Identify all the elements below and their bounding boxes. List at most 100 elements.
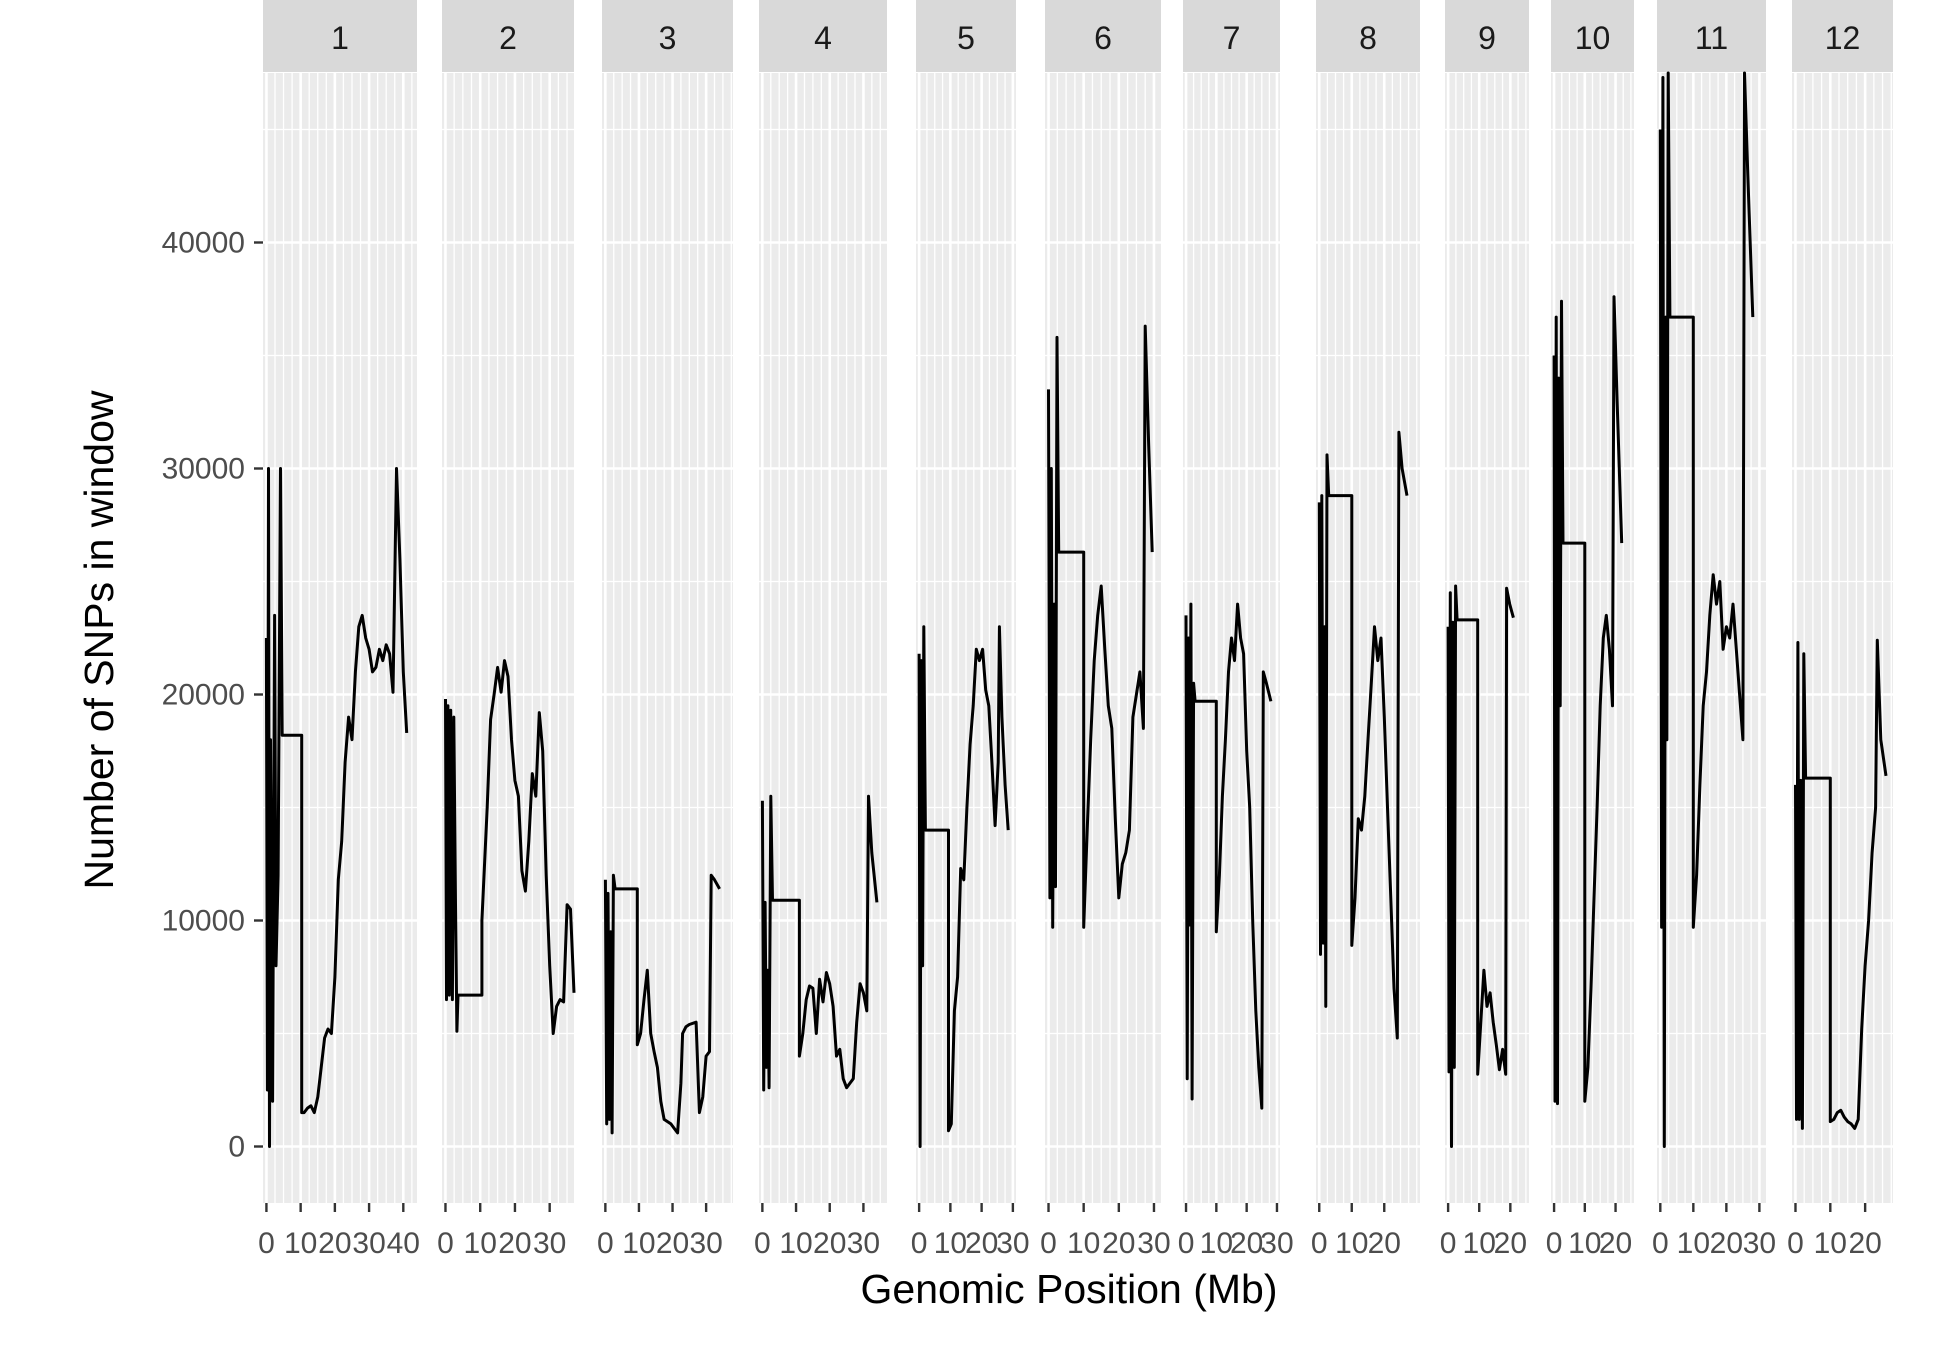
x-tick-label: 20 [1494,1227,1527,1260]
x-tick-label: 0 [1311,1227,1328,1260]
facet-strip-label: 9 [1478,20,1496,56]
snp-count-line [444,659,576,1035]
x-tick-label: 40 [387,1227,420,1260]
snp-count-line [603,873,721,1135]
facet-strip-label: 8 [1359,20,1377,56]
x-tick-label: 10 [1568,1227,1601,1260]
y-tick-label: 10000 [162,905,245,938]
x-tick-label: 10 [284,1227,317,1260]
x-tick-label: 0 [1440,1227,1457,1260]
x-tick-label: 10 [1335,1227,1368,1260]
facet-panel-12: 12 0 10 20 [1787,0,1893,1260]
snp-count-line [1552,295,1624,1106]
x-tick-label: 0 [597,1227,614,1260]
x-tick-label: 20 [1368,1227,1401,1260]
facet-strip [1792,0,1893,72]
x-tick-label: 10 [1200,1227,1233,1260]
x-tick-label: 20 [656,1227,689,1260]
facet-strip-label: 11 [1695,20,1728,56]
x-tick-label: 0 [911,1227,928,1260]
x-tick-label: 10 [1814,1227,1847,1260]
facet-strip [263,0,417,72]
facet-panel-4: 4 0 10 20 30 [754,0,887,1260]
y-axis-title: Number of SNPs in window [76,390,122,889]
x-tick-label: 0 [1787,1227,1804,1260]
snp-count-line [1184,602,1273,1110]
x-tick-label: 20 [813,1227,846,1260]
x-tick-label: 20 [965,1227,998,1260]
snp-count-line [1794,638,1888,1130]
x-tick-label: 0 [437,1227,454,1260]
x-tick-label: 0 [258,1227,275,1260]
facet-strip [1445,0,1529,72]
x-tick-label: 10 [779,1227,812,1260]
x-tick-label: 20 [498,1227,531,1260]
x-tick-label: 10 [1067,1227,1100,1260]
facet-panel-11: 11 0 10 20 30 [1652,0,1776,1260]
facet-strip-label: 12 [1825,20,1861,56]
x-tick-label: 30 [1137,1227,1170,1260]
panel-background [759,73,887,1203]
facet-strip [759,0,887,72]
facet-strip-label: 2 [499,20,517,56]
x-tick-label: 10 [934,1227,967,1260]
snp-count-line [1317,430,1409,1040]
snp-count-line [1047,324,1154,929]
x-tick-label: 20 [1710,1227,1743,1260]
y-tick-label: 0 [228,1131,245,1164]
panel-background [1657,73,1766,1203]
facet-strip-label: 4 [814,20,832,56]
facet-strip [1045,0,1161,72]
x-tick-label: 30 [996,1227,1029,1260]
panel-background [263,73,417,1203]
y-tick-label: 30000 [162,453,245,486]
x-tick-label: 0 [1040,1227,1057,1260]
snp-count-line [1446,584,1515,1148]
facet-strip [602,0,733,72]
y-axis: 0 10000 20000 30000 40000 [162,227,263,1164]
facet-strip [1316,0,1420,72]
x-tick-label: 20 [1102,1227,1135,1260]
facet-panel-8: 8 0 10 20 [1311,0,1420,1260]
x-tick-label: 20 [1599,1227,1632,1260]
x-tick-label: 30 [847,1227,880,1260]
x-tick-label: 10 [1677,1227,1710,1260]
snp-count-line [917,625,1010,1148]
facet-strip [442,0,574,72]
facet-strip-label: 1 [331,20,349,56]
x-tick-label: 0 [754,1227,771,1260]
facet-strip-label: 10 [1575,20,1611,56]
facet-strip [916,0,1016,72]
facet-strip-label: 7 [1223,20,1241,56]
x-tick-label: 30 [1260,1227,1293,1260]
x-tick-label: 10 [622,1227,655,1260]
x-tick-label: 0 [1178,1227,1195,1260]
facet-panel-1: 10 10 20 30 40 [258,0,420,1260]
x-tick-label: 10 [464,1227,497,1260]
facet-panel-3: 30 10 20 30 [597,0,733,1260]
snp-count-line [264,467,409,1148]
x-tick-label: 30 [689,1227,722,1260]
facet-strip-label: 5 [957,20,975,56]
snp-count-line [1658,71,1755,1148]
x-tick-label: 30 [1743,1227,1776,1260]
facet-strip [1183,0,1280,72]
x-tick-label: 0 [1546,1227,1563,1260]
x-tick-label: 30 [352,1227,385,1260]
x-tick-label: 10 [1463,1227,1496,1260]
y-tick-label: 20000 [162,679,245,712]
facet-strip [1657,0,1766,72]
x-tick-label: 20 [318,1227,351,1260]
x-axis-title: Genomic Position (Mb) [861,1266,1278,1312]
facet-panel-2: 20 10 20 30 [437,0,576,1260]
facet-strip-label: 3 [659,20,677,56]
facet-panel-6: 6 0 10 20 30 [1040,0,1171,1260]
facet-strip [1551,0,1634,72]
facet-strip-label: 6 [1094,20,1112,56]
